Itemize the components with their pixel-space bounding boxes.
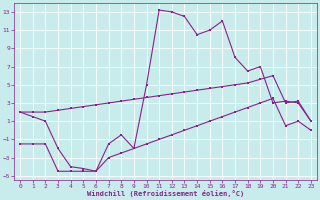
X-axis label: Windchill (Refroidissement éolien,°C): Windchill (Refroidissement éolien,°C) (87, 190, 244, 197)
